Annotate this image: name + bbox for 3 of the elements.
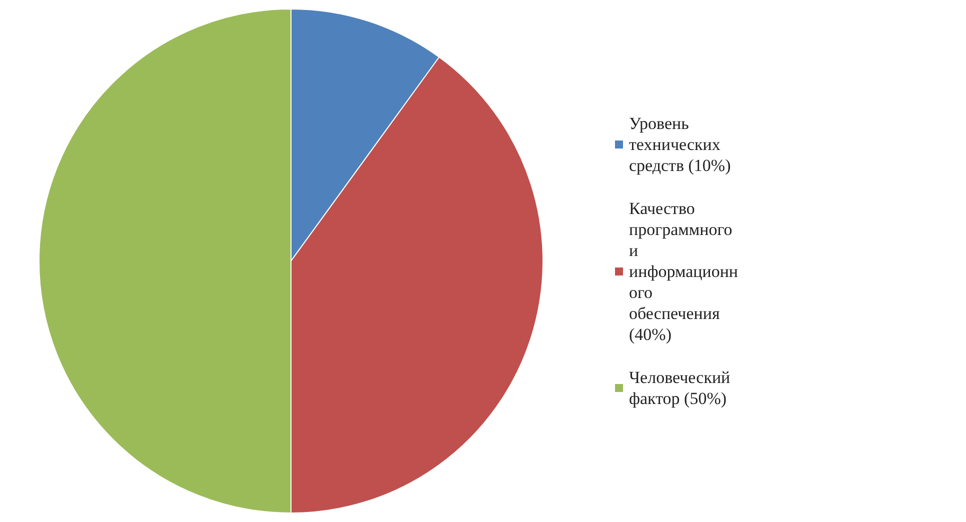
legend-label: Уровень технических средств (10%) (629, 114, 731, 175)
legend-label: Качество программного и информационного обеспечения (40%) (629, 199, 738, 344)
legend-label: Человеческий фактор (50%) (629, 368, 734, 408)
